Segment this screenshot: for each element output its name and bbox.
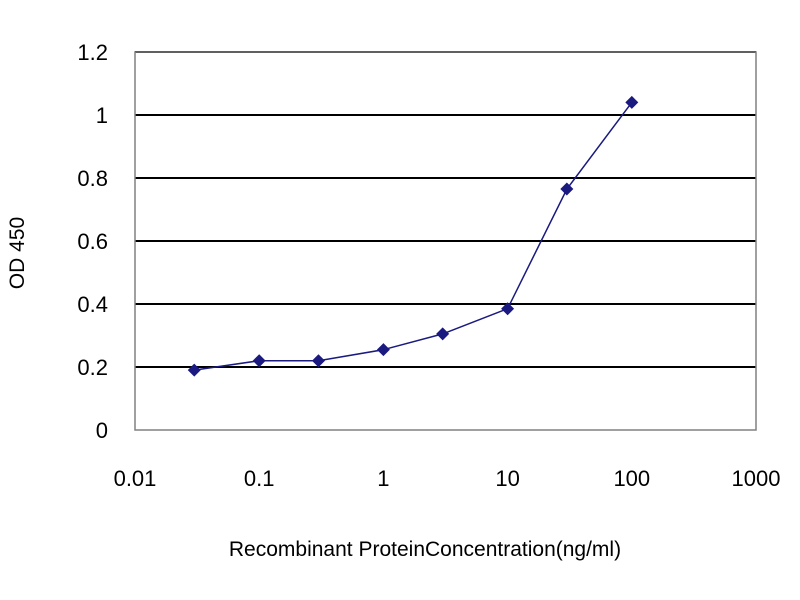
gridlines [135,51,756,368]
y-tick-label: 1 [96,103,108,128]
x-tick-label: 100 [613,466,650,491]
y-tick-label: 0.2 [77,355,108,380]
data-point [625,95,639,109]
y-tick-label: 0.6 [77,229,108,254]
y-tick-label: 0 [96,418,108,443]
data-point [501,302,515,316]
y-tick-label: 0.4 [77,292,108,317]
data-point [436,327,450,341]
data-point [252,354,266,368]
data-point [376,343,390,357]
x-tick-label: 1 [377,466,389,491]
plot-area [134,51,757,431]
x-tick-label: 1000 [732,466,781,491]
x-tick-label: 0.01 [114,466,157,491]
y-tick-label: 0.8 [77,166,108,191]
data-point [187,363,201,377]
y-tick-label: 1.2 [77,40,108,65]
y-tick-labels: 0 0.2 0.4 0.6 0.8 1 1.2 [77,40,108,443]
series [187,95,639,377]
y-axis-title: OD 450 [6,217,29,289]
series-line [194,101,633,371]
data-point [311,354,325,368]
x-tick-label: 10 [495,466,519,491]
data-point [560,182,574,196]
x-tick-labels: 0.01 0.1 1 10 100 1000 [114,466,781,491]
x-tick-label: 0.1 [244,466,275,491]
x-axis-title: Recombinant ProteinConcentration(ng/ml) [229,538,621,561]
